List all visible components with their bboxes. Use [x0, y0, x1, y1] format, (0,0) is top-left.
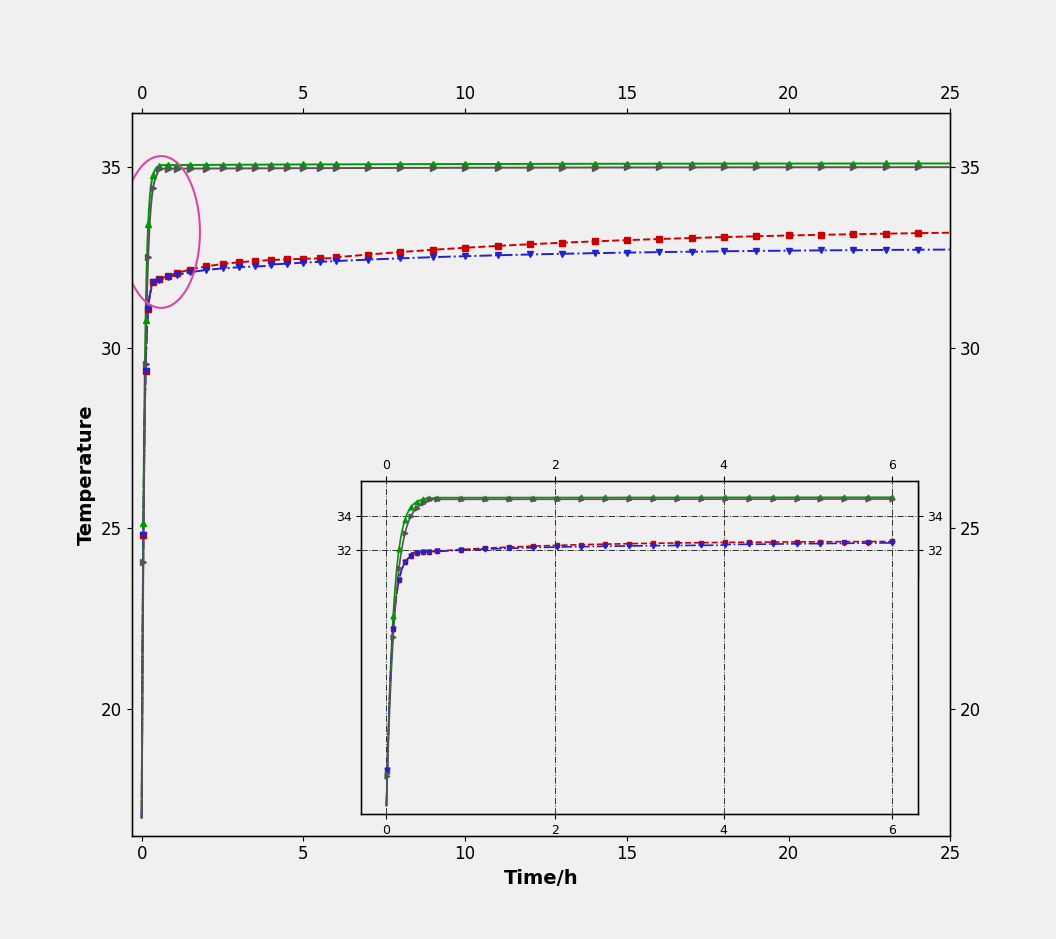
Legend: A1-OUT, A2-OUT, A3-OUT, A4-OUT: A1-OUT, A2-OUT, A3-OUT, A4-OUT	[805, 485, 919, 579]
X-axis label: Time/h: Time/h	[504, 869, 579, 888]
Y-axis label: Temperature: Temperature	[77, 404, 96, 545]
